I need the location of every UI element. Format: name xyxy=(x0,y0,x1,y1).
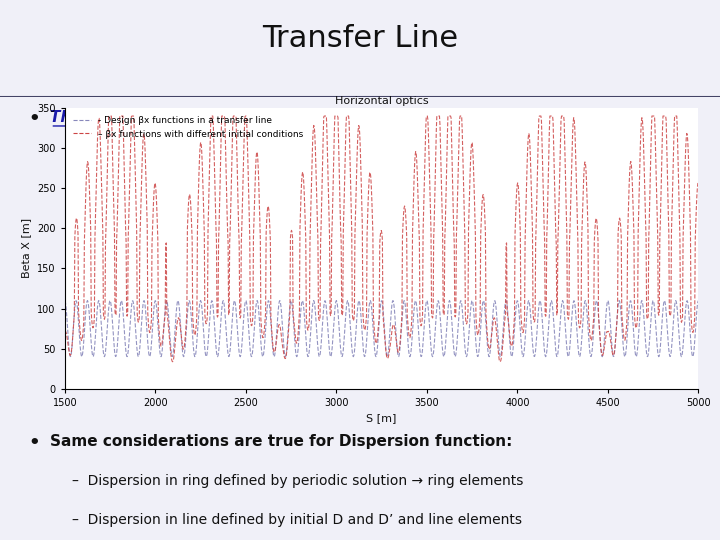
Text: The optics functions in the line depend on the initial values: The optics functions in the line depend … xyxy=(50,111,562,125)
Text: •: • xyxy=(29,111,40,129)
Text: –  Dispersion in ring defined by periodic solution → ring elements: – Dispersion in ring defined by periodic… xyxy=(72,474,523,488)
Text: Transfer Line: Transfer Line xyxy=(262,24,458,53)
Y-axis label: Beta X [m]: Beta X [m] xyxy=(22,218,32,279)
X-axis label: S [m]: S [m] xyxy=(366,414,397,423)
Text: Same considerations are true for Dispersion function:: Same considerations are true for Dispers… xyxy=(50,434,513,449)
Title: Horizontal optics: Horizontal optics xyxy=(335,96,428,106)
Text: •: • xyxy=(29,434,40,452)
Text: –  Dispersion in line defined by initial D and D’ and line elements: – Dispersion in line defined by initial … xyxy=(72,514,522,528)
Legend: - Design βx functions in a transfer line, – βx functions with different initial : - Design βx functions in a transfer line… xyxy=(69,112,307,142)
